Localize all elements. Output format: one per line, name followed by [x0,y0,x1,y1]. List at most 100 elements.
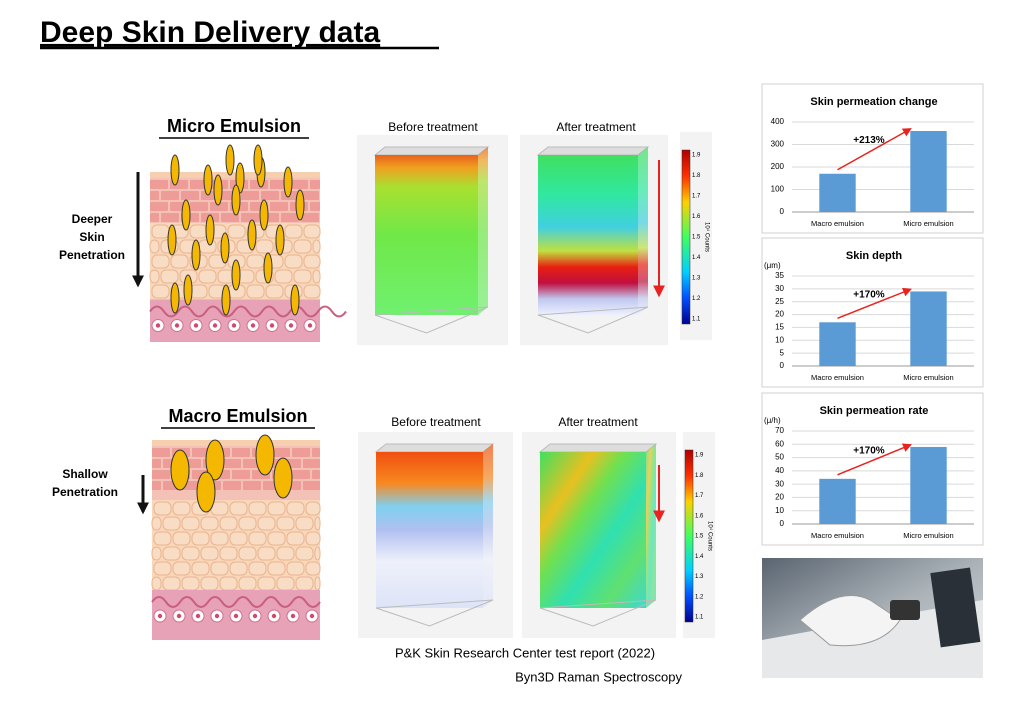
growth-arrow [837,287,912,319]
emulsion-particle [196,471,216,513]
skin-cell [248,561,267,576]
colorbar-tick: 1.2 [692,296,701,302]
emulsion-particle [170,449,190,491]
skin-cell [181,516,200,531]
skin-illustration [149,144,347,342]
colorbar-label: 10⁴ Counts [703,222,710,252]
y-tick-label: 60 [775,439,784,448]
colorbar-tick: 1.2 [695,594,704,600]
skin-cell [189,284,208,299]
skin-cell-core [271,613,277,619]
device-photo [762,558,983,678]
skin-brick [150,180,168,189]
skin-surface [152,440,320,446]
skin-cell [314,516,321,531]
arrow-label: Shallow [62,467,108,481]
y-tick-label: 100 [771,185,785,194]
skin-brick [312,470,320,479]
bar [819,478,856,524]
image-caption: Before treatment [388,120,478,134]
volume-side [478,147,488,315]
skin-cell [172,561,191,576]
image-caption: Before treatment [391,415,481,429]
skin-cell [305,531,321,546]
skin-cell [312,239,321,254]
skin-cell [312,269,321,284]
emulsion-particle [259,199,269,231]
colorbar-tick: 1.4 [695,554,704,560]
skin-brick [232,470,250,479]
skin-cell [170,254,189,269]
skin-cell [286,561,305,576]
skin-cell-core [231,323,237,328]
skin-surface [150,172,320,178]
skin-cell [219,516,238,531]
raman-image [357,135,508,345]
section-label: Macro Emulsion [168,406,307,426]
y-unit: (μ/h) [764,416,781,425]
emulsion-particle [225,144,235,176]
volume-side [638,147,648,315]
x-tick-label: Macro emulsion [811,373,864,382]
skin-cell [181,576,200,591]
emulsion-particle [263,252,273,284]
skin-cell [305,561,321,576]
skin-brick [221,213,239,222]
skin-cell [295,516,314,531]
skin-cell [172,501,191,516]
emulsion-particle [170,154,180,186]
skin-cell [229,561,248,576]
skin-cell [303,224,321,239]
skin-cell [238,576,257,591]
skin-cell [149,239,160,254]
skin-cell [303,284,321,299]
emulsion-particle [275,224,285,256]
arrow-label: Skin [79,230,104,244]
skin-brick [270,180,288,189]
skin-cell [200,546,219,561]
volume-bottom [374,306,489,334]
skin-brick [150,213,159,222]
emulsion-particle [290,284,300,316]
volume-front [540,452,646,608]
skin-cell-core [269,323,275,328]
skin-cell [210,531,229,546]
skin-cell [267,501,286,516]
skin-cell-core [214,613,220,619]
skin-brick [310,202,320,211]
skin-cell [276,576,295,591]
y-tick-label: 0 [780,207,785,216]
skin-cell [248,531,267,546]
skin-brick [190,202,208,211]
colorbar-tick: 1.5 [692,235,701,241]
skin-brick [241,213,259,222]
chart-title: Skin depth [846,250,903,262]
skin-cell [303,254,321,269]
volume-front [376,452,483,608]
emulsion-particle [283,166,293,198]
skin-cell [274,269,293,284]
x-tick-label: Micro emulsion [903,373,953,382]
skin-cell [219,546,238,561]
skin-brick [243,481,261,490]
volume-bottom [537,306,649,334]
skin-cell [305,501,321,516]
growth-label: +170% [853,289,885,300]
arrow-label: Deeper [72,212,113,226]
volume-front [538,155,638,315]
skin-cell [191,531,210,546]
skin-brick [152,459,161,468]
y-unit: (μm) [764,261,781,270]
volume-bottom [375,599,494,627]
skin-cell [293,269,312,284]
colorbar-tick: 1.8 [695,473,704,479]
section-label: Micro Emulsion [167,116,301,136]
image-caption: After treatment [556,120,636,134]
x-tick-label: Macro emulsion [811,531,864,540]
colorbar-tick: 1.1 [695,615,704,621]
skin-brick [301,191,319,200]
skin-cell [153,561,172,576]
skin-cell [255,239,274,254]
y-tick-label: 50 [775,453,784,462]
